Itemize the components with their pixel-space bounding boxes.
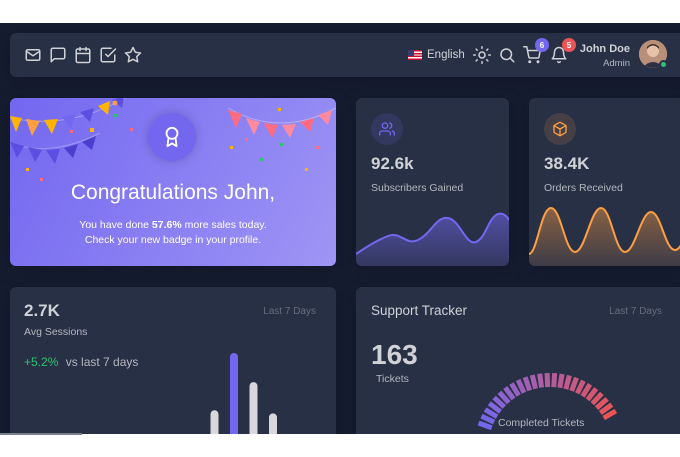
top-navbar: English 6 5 John Doe Admin — [10, 33, 680, 77]
subscribers-value: 92.6k — [371, 154, 414, 173]
tickets-label: Tickets — [376, 373, 409, 385]
orders-value: 38.4K — [544, 154, 590, 173]
dashboard-frame: English 6 5 John Doe Admin — [0, 23, 680, 434]
scrollbar-thumb[interactable] — [0, 433, 82, 435]
gauge-tick — [563, 374, 572, 390]
session-bar — [269, 413, 277, 434]
subscribers-sparkline — [356, 212, 509, 266]
orders-card: 38.4K Orders Received — [529, 98, 680, 266]
completed-tickets-gauge — [477, 372, 618, 431]
gauge-tick — [503, 386, 516, 401]
language-label: English — [427, 49, 465, 61]
avg-sessions-card: 2.7K Avg Sessions Last 7 Days +5.2% vs l… — [10, 287, 336, 434]
gauge-tick — [580, 383, 593, 398]
notification-count-badge: 5 — [562, 38, 576, 52]
sales-percentage: 57.6% — [151, 219, 182, 231]
user-name[interactable]: John Doe — [579, 43, 630, 55]
gauge-tick — [598, 402, 614, 415]
online-status-icon — [659, 60, 668, 69]
gauge-tick — [569, 376, 579, 392]
sun-icon[interactable] — [473, 46, 491, 64]
subscribers-card: 92.6k Subscribers Gained — [356, 98, 509, 266]
search-icon[interactable] — [498, 46, 516, 64]
sessions-change-suffix: vs last 7 days — [65, 355, 139, 369]
gauge-tick — [477, 420, 493, 431]
cart-count-badge: 6 — [535, 38, 549, 52]
star-icon[interactable] — [124, 46, 142, 64]
gauge-label: Completed Tickets — [498, 417, 585, 429]
sessions-label: Avg Sessions — [24, 326, 88, 338]
gauge-tick — [537, 373, 545, 388]
congratulations-message: You have done 57.6% more sales today. Ch… — [10, 218, 336, 248]
gauge-tick — [509, 382, 521, 397]
gauge-tick — [492, 395, 507, 409]
package-icon — [544, 113, 576, 145]
gauge-tick — [594, 396, 609, 410]
mail-icon[interactable] — [24, 46, 42, 64]
support-tracker-card: Support Tracker Last 7 Days 163 Tickets … — [356, 287, 680, 434]
support-title: Support Tracker — [371, 303, 468, 318]
gauge-tick — [602, 408, 618, 421]
sessions-bar-chart — [210, 353, 277, 434]
gauge-tick — [522, 376, 533, 392]
chat-icon[interactable] — [49, 46, 67, 64]
subscribers-label: Subscribers Gained — [371, 182, 464, 194]
todo-icon[interactable] — [99, 46, 117, 64]
session-bar — [210, 410, 219, 434]
message-line-two: Check your new badge in your profile. — [84, 234, 262, 246]
sessions-change: +5.2% vs last 7 days — [24, 355, 138, 369]
sessions-change-value: +5.2% — [24, 355, 59, 369]
confetti-decoration — [10, 98, 336, 181]
gauge-tick — [551, 372, 558, 388]
language-dropdown[interactable]: English — [408, 45, 465, 65]
avatar[interactable] — [639, 40, 668, 69]
gauge-tick — [590, 391, 604, 406]
gauge-tick — [575, 379, 586, 395]
gauge-tick — [557, 373, 565, 389]
tickets-value: 163 — [371, 339, 418, 370]
sessions-period-dropdown[interactable]: Last 7 Days — [263, 306, 316, 317]
gauge-tick — [515, 378, 527, 394]
message-suffix: more sales today. — [181, 219, 267, 231]
session-bar — [230, 353, 238, 434]
us-flag-icon — [408, 50, 422, 60]
gauge-tick — [497, 390, 511, 405]
support-period-dropdown[interactable]: Last 7 Days — [609, 306, 662, 317]
user-role: Admin — [603, 58, 630, 69]
sessions-value: 2.7K — [24, 301, 60, 320]
gauge-tick — [529, 374, 538, 390]
bell-icon[interactable]: 5 — [550, 38, 576, 64]
session-bar — [249, 382, 258, 434]
gauge-tick — [487, 401, 502, 414]
users-icon — [371, 113, 403, 145]
gauge-tick — [483, 407, 499, 419]
orders-label: Orders Received — [544, 182, 623, 194]
gauge-tick — [480, 413, 496, 425]
calendar-icon[interactable] — [74, 46, 92, 64]
cart-icon[interactable]: 6 — [523, 38, 549, 64]
message-prefix: You have done — [79, 219, 152, 231]
congratulations-card: Congratulations John, You have done 57.6… — [10, 98, 336, 266]
gauge-tick — [544, 372, 551, 388]
orders-sparkline — [529, 206, 680, 266]
congratulations-title: Congratulations John, — [70, 181, 276, 204]
award-badge-icon — [148, 113, 196, 161]
gauge-tick — [585, 387, 599, 402]
